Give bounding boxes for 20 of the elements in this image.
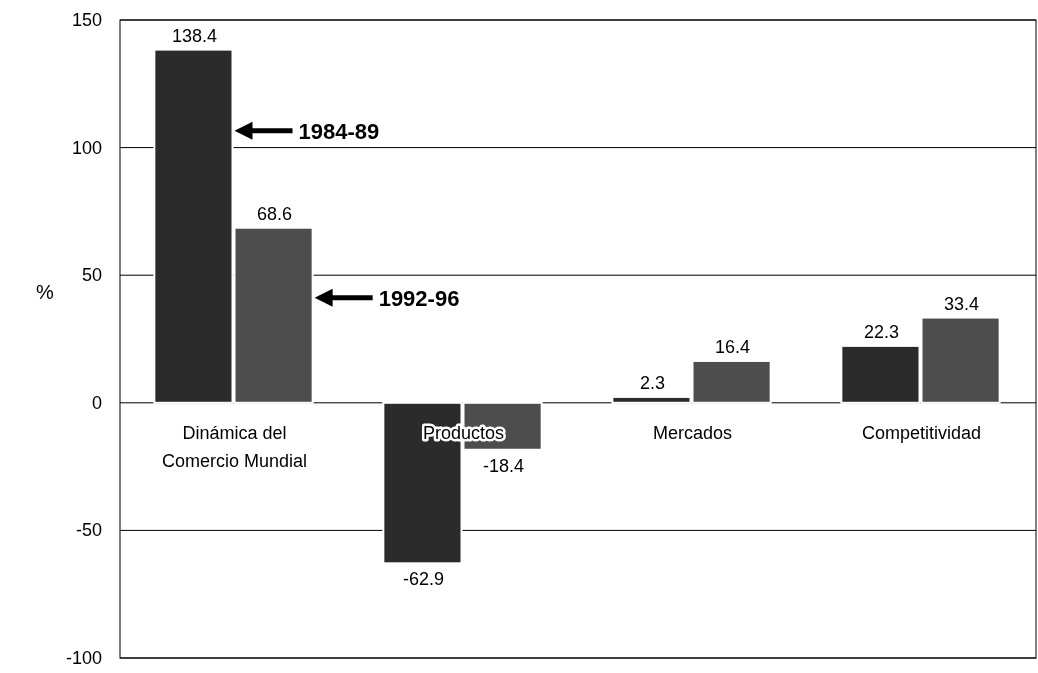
data-label: -62.9: [402, 569, 444, 590]
data-label: 22.3: [863, 321, 899, 342]
y-tick-label: 50: [81, 265, 102, 286]
text: 1984-89: [298, 118, 380, 144]
y-tick-label: 100: [71, 137, 102, 158]
y-tick-label: 0: [91, 392, 102, 413]
data-label: 2.3: [639, 372, 665, 393]
data-label: 33.4: [944, 293, 980, 314]
data-label: -18.4: [483, 455, 525, 476]
x-tick-label: Dinámica del Comercio Mundial: [161, 422, 308, 471]
y-tick-label: -50: [75, 520, 102, 541]
data-label: 16.4: [715, 336, 751, 357]
data-label: 68.6: [257, 203, 293, 224]
y-axis-title: %: [36, 281, 55, 303]
text: 1992-96: [378, 285, 460, 311]
y-tick-label: 150: [71, 10, 102, 30]
y-tick-label: -100: [65, 648, 102, 668]
x-tick-label: Mercados: [652, 422, 733, 443]
x-tick-label: Competitividad: [861, 422, 982, 443]
data-label: 138.4: [171, 25, 217, 46]
